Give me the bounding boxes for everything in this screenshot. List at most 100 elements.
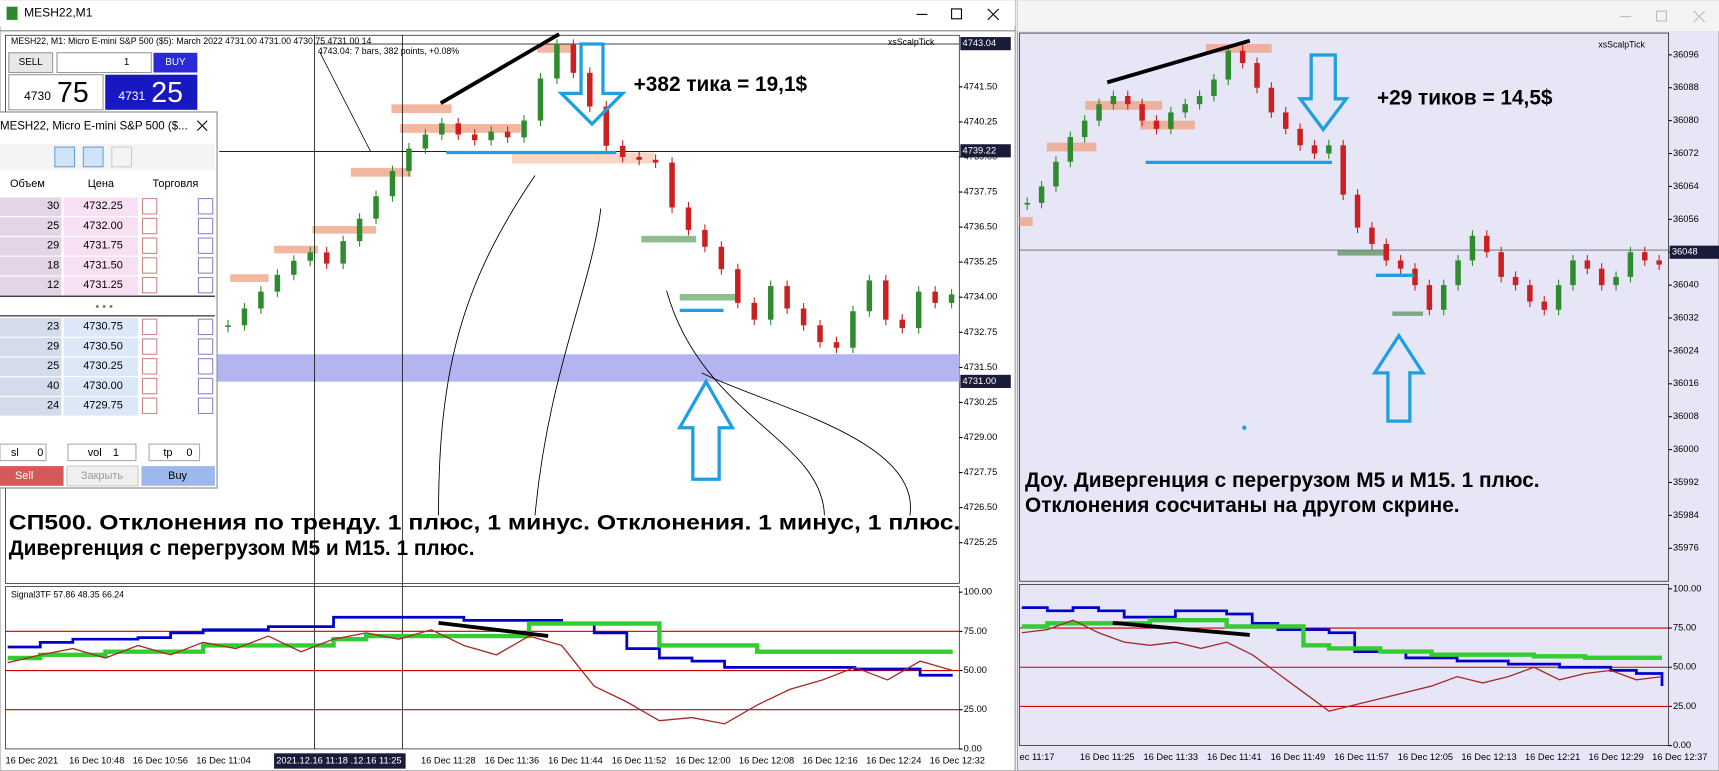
indicator-pane (1019, 584, 1669, 746)
y-tick-label: 75.00 (1673, 623, 1696, 633)
candle (1153, 120, 1160, 129)
tp-input[interactable] (148, 443, 201, 462)
volume-cell (0, 276, 62, 296)
order-cell[interactable] (197, 198, 214, 215)
order-cell[interactable] (141, 237, 158, 254)
volume-cell (0, 236, 62, 256)
order-cell[interactable] (141, 318, 158, 336)
candle (899, 319, 905, 329)
dom-frame (0, 111, 218, 489)
order-cell[interactable] (141, 358, 158, 375)
order-cell[interactable] (141, 276, 158, 294)
candle (1627, 252, 1634, 277)
candle (1110, 95, 1117, 105)
order-cell[interactable] (197, 237, 214, 254)
tool-button[interactable] (111, 146, 133, 168)
price-marker-label: 4731.00 (963, 376, 997, 386)
order-cell[interactable] (141, 257, 158, 274)
maximize-button[interactable] (951, 8, 963, 20)
price-cell (63, 397, 139, 416)
candle (932, 291, 938, 303)
order-cell[interactable] (197, 377, 214, 395)
tp-label: tp (163, 447, 172, 459)
bid-pips: 75 (57, 77, 89, 109)
zone-band (217, 354, 960, 382)
dom-close[interactable] (196, 120, 208, 131)
maximize-button[interactable] (1655, 10, 1667, 22)
indicator-line (7, 621, 953, 661)
order-cell[interactable] (197, 338, 214, 355)
order-cell[interactable] (197, 276, 214, 294)
indicator-line (7, 629, 953, 725)
order-cell[interactable] (197, 318, 214, 336)
candle (1211, 79, 1217, 96)
y-tick-label: 35984 (1673, 510, 1699, 520)
candle (1239, 50, 1246, 64)
sl-input[interactable] (0, 443, 47, 462)
candle (554, 44, 560, 79)
ask-box[interactable] (105, 74, 198, 110)
sell-button[interactable] (8, 52, 54, 74)
candle (1340, 145, 1346, 195)
trend-line (1106, 38, 1251, 85)
order-cell[interactable] (141, 217, 158, 235)
candle (1555, 285, 1562, 310)
y-tick-label: 0.00 (964, 743, 982, 753)
y-tick-label: 36000 (1673, 444, 1699, 454)
y-tick-label: 4729.00 (964, 432, 998, 442)
vol-input[interactable] (67, 443, 137, 462)
arrow-up (1371, 332, 1427, 423)
candle (570, 44, 577, 73)
candle (1125, 95, 1131, 105)
bid-box[interactable] (8, 74, 104, 111)
price-marker (960, 374, 1011, 388)
x-tick-label: 16 Dec 11:04 (196, 755, 251, 765)
candle (1613, 276, 1619, 286)
tool-button[interactable] (82, 146, 104, 168)
tool-button[interactable] (54, 146, 76, 168)
buy-button[interactable] (141, 466, 215, 486)
volume: 25 (47, 360, 59, 372)
sell-button[interactable] (0, 466, 64, 486)
arrow-up (676, 378, 736, 481)
y-tick-label: 100.00 (964, 587, 992, 597)
order-cell[interactable] (197, 257, 214, 274)
y-tick-label: 36088 (1673, 82, 1699, 92)
order-cell[interactable] (141, 338, 158, 355)
y-tick-label: 4736.50 (964, 222, 998, 232)
window-title: MESH22,M1 (24, 5, 93, 19)
x-tick-label: ec 11:17 (1020, 752, 1055, 762)
close-button[interactable] (987, 8, 1000, 21)
x-tick-label: 16 Dec 12:16 (802, 755, 857, 765)
candle (767, 286, 774, 320)
order-cell[interactable] (141, 377, 158, 395)
y-tick-label: 100.00 (1673, 583, 1701, 593)
candle (915, 291, 922, 329)
candle (1053, 161, 1059, 187)
candle (373, 196, 379, 219)
price-marker (960, 144, 1011, 158)
price-marker (960, 37, 1011, 51)
order-cell[interactable] (141, 198, 158, 215)
close-button[interactable] (66, 465, 139, 487)
x-tick-label: 16 Dec 11:49 (1271, 752, 1326, 762)
lot-input[interactable] (56, 52, 152, 74)
candle (1570, 260, 1576, 286)
candle (521, 120, 527, 138)
indicator-lines (5, 615, 960, 725)
order-cell[interactable] (197, 217, 214, 235)
buy-button[interactable] (153, 52, 198, 73)
candle (1440, 285, 1447, 310)
x-tick-label: 16 Dec 11:28 (421, 755, 476, 765)
y-tick-label: 36016 (1673, 378, 1699, 388)
price-marker-label: 36048 (1672, 247, 1698, 257)
zone (1392, 311, 1423, 316)
chart-header: MESH22, M1: Micro E-mini S&P 500 ($5): M… (11, 36, 372, 46)
order-cell[interactable] (197, 358, 214, 375)
order-cell[interactable] (197, 397, 214, 415)
candle (1484, 235, 1490, 253)
y-tick-label: 35976 (1673, 543, 1699, 553)
order-cell[interactable] (141, 397, 158, 415)
close-button[interactable] (1693, 10, 1706, 23)
